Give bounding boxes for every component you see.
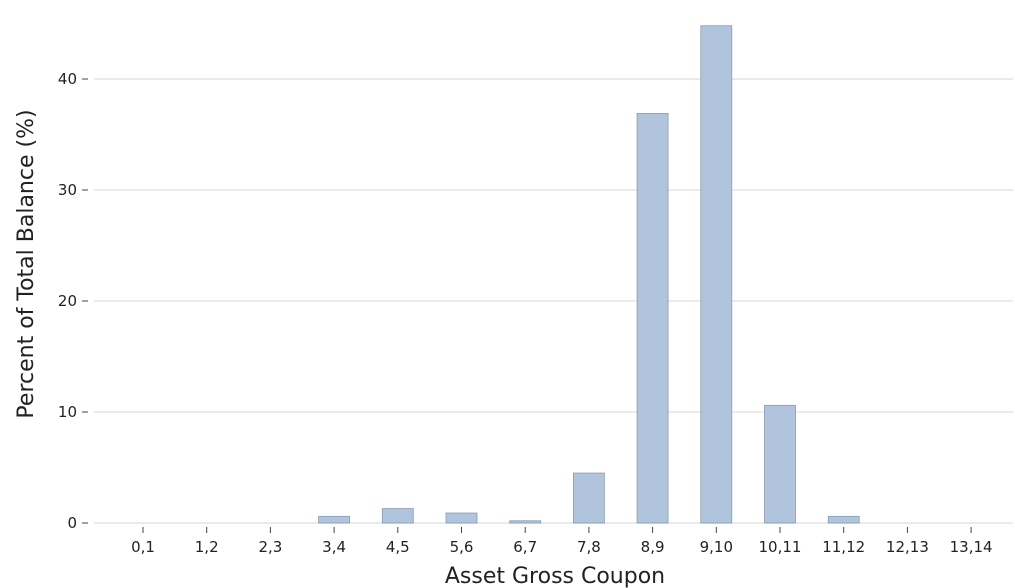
x-tick-label: 2,3 xyxy=(258,538,282,556)
x-tick-label: 11,12 xyxy=(822,538,865,556)
x-tick-label: 3,4 xyxy=(322,538,346,556)
bar-4-5 xyxy=(381,508,414,524)
x-tick-label: 6,7 xyxy=(513,538,537,556)
y-tick-label: 0 xyxy=(67,514,77,532)
x-tick-label: 5,6 xyxy=(450,538,474,556)
x-tick-label: 7,8 xyxy=(577,538,601,556)
bar-8-9 xyxy=(636,113,669,524)
grid-lines xyxy=(94,78,1013,524)
x-tick-label: 12,13 xyxy=(886,538,929,556)
bar-5-6 xyxy=(445,512,478,524)
x-tick-label: 9,10 xyxy=(700,538,733,556)
x-axis-ticks: 0,1 1,2 2,3 3,4 4,5 5,6 6,7 7,8 8,9 9,10 10,11 11,1… xyxy=(131,527,993,556)
bar-9-10 xyxy=(700,25,733,524)
x-tick-label: 8,9 xyxy=(641,538,665,556)
x-tick-label: 4,5 xyxy=(386,538,410,556)
y-tick-label: 20 xyxy=(58,292,77,310)
x-tick-label: 13,14 xyxy=(950,538,993,556)
y-axis-ticks: 0 10 20 30 40 xyxy=(58,70,88,532)
bars xyxy=(318,25,860,524)
y-axis-label: Percent of Total Balance (%) xyxy=(14,109,39,418)
y-tick-label: 10 xyxy=(58,403,77,421)
x-tick-label: 1,2 xyxy=(195,538,219,556)
x-tick-label: 10,11 xyxy=(759,538,802,556)
y-tick-label: 30 xyxy=(58,181,77,199)
bar-11-12 xyxy=(827,515,860,524)
bar-3-4 xyxy=(318,515,351,524)
y-tick-label: 40 xyxy=(58,70,77,88)
bar-7-8 xyxy=(573,472,605,524)
x-axis-label: Asset Gross Coupon xyxy=(445,564,665,588)
bar-6-7 xyxy=(509,520,542,524)
bar-10-11 xyxy=(764,404,796,524)
x-tick-label: 0,1 xyxy=(131,538,155,556)
